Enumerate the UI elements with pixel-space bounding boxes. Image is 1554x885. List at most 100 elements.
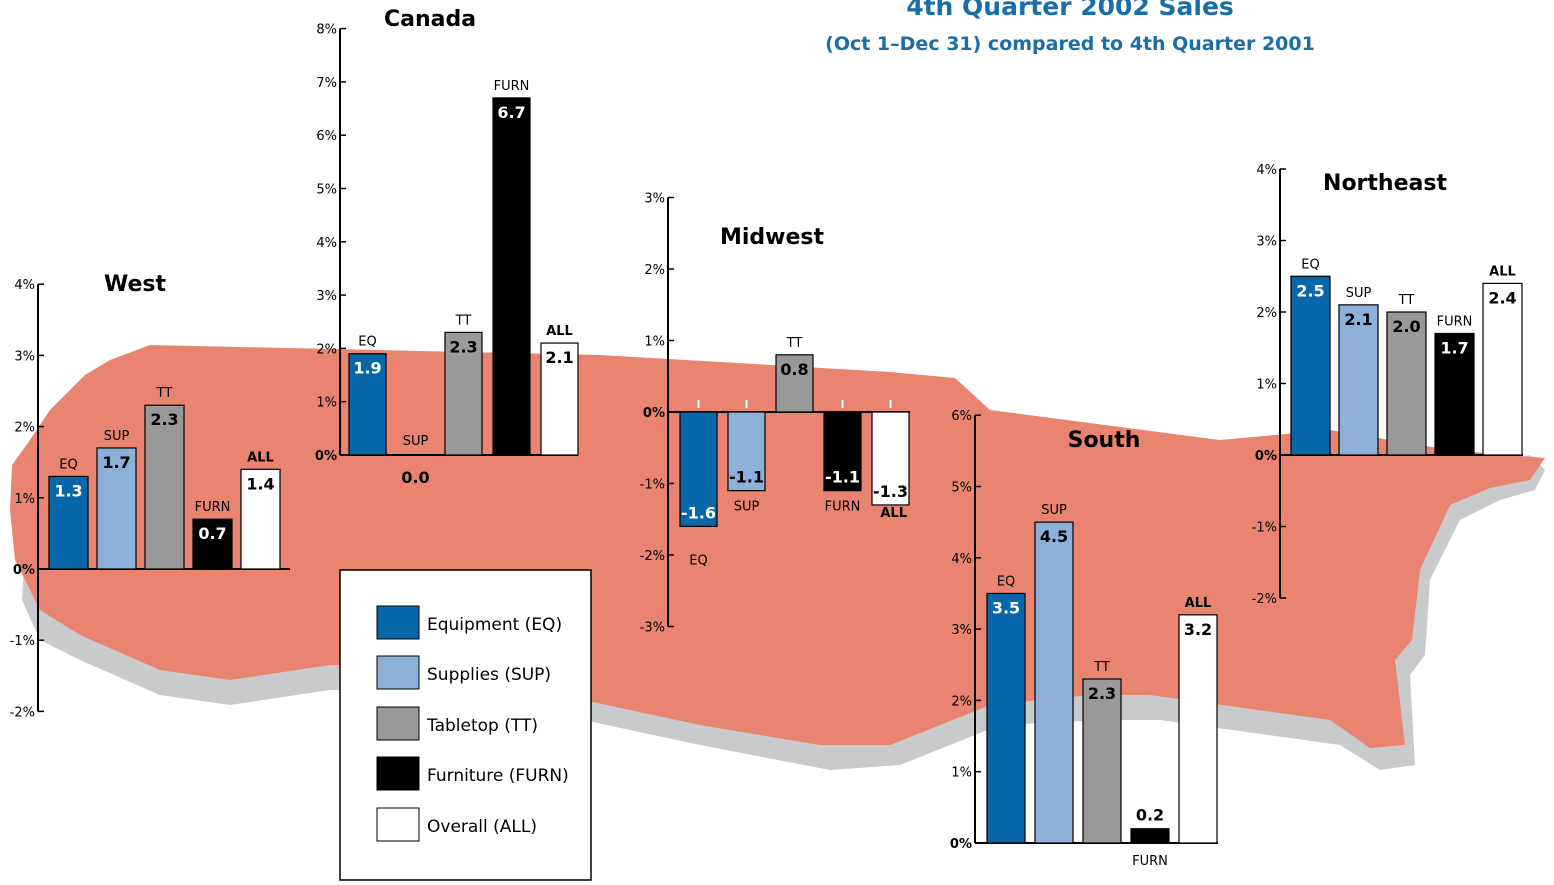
legend-swatch-sup xyxy=(376,655,420,690)
legend-swatch-tt xyxy=(376,706,420,741)
west-bar-all xyxy=(240,468,281,570)
northeast-category-furn: FURN xyxy=(1437,314,1473,329)
northeast-value-tt: 2.0 xyxy=(1392,317,1420,336)
canada-category-all: ALL xyxy=(546,324,573,339)
northeast-y-tick-label: 3% xyxy=(1256,235,1277,250)
canada-bar-all xyxy=(540,342,579,456)
canada-bar-tt xyxy=(444,331,483,456)
northeast-bar-sup xyxy=(1338,304,1379,456)
west-category-tt: TT xyxy=(156,386,173,401)
west-category-all: ALL xyxy=(247,450,274,465)
south-chart-title: South xyxy=(1068,428,1141,453)
northeast-bar-furn xyxy=(1434,332,1475,456)
south-y-tick-label: 0% xyxy=(950,837,972,852)
west-y-tick-label: 2% xyxy=(14,421,35,436)
midwest-category-eq: EQ xyxy=(689,553,707,568)
south-value-eq: 3.5 xyxy=(992,598,1020,617)
midwest-y-tick-label: -1% xyxy=(640,478,665,493)
northeast-y-tick-label: 0% xyxy=(1255,449,1277,464)
canada-chart-title: Canada xyxy=(384,7,476,32)
midwest-chart: Midwest -3% -2% -1% 0% 1% 2% 3% -1.6 EQ -1.1 SUP 0.8… xyxy=(640,192,910,636)
south-y-tick-label: 5% xyxy=(951,481,972,496)
midwest-value-tt: 0.8 xyxy=(780,360,808,379)
northeast-category-eq: EQ xyxy=(1301,257,1319,272)
canada-category-sup: SUP xyxy=(403,434,429,449)
south-bar-eq xyxy=(986,592,1026,844)
south-y-tick-label: 4% xyxy=(951,552,972,567)
midwest-bar-all xyxy=(871,411,910,506)
canada-y-tick-label: 5% xyxy=(316,183,337,198)
legend-swatch-furn xyxy=(376,756,420,791)
canada-value-eq: 1.9 xyxy=(353,359,381,378)
south-category-all: ALL xyxy=(1185,596,1212,611)
northeast-chart: Northeast -2% -1% 0% 1% 2% 3% 4% 2.5 EQ 2.1 SUP 2.0 T… xyxy=(1252,163,1523,607)
northeast-value-sup: 2.1 xyxy=(1344,310,1372,329)
south-bar-sup xyxy=(1034,521,1074,844)
midwest-value-all: -1.3 xyxy=(873,482,908,501)
south-y-tick-label: 2% xyxy=(951,694,972,709)
canada-bar-furn xyxy=(492,97,531,456)
south-bar-furn xyxy=(1130,828,1170,844)
south-y-tick-label: 6% xyxy=(951,409,972,424)
northeast-y-tick-label: -1% xyxy=(1252,521,1277,536)
northeast-y-tick-label: 2% xyxy=(1256,306,1277,321)
midwest-value-sup: -1.1 xyxy=(729,468,764,487)
west-category-eq: EQ xyxy=(59,457,77,472)
midwest-chart-title: Midwest xyxy=(720,225,825,250)
canada-y-tick-label: 8% xyxy=(316,23,337,38)
northeast-value-furn: 1.7 xyxy=(1440,338,1468,357)
midwest-category-furn: FURN xyxy=(825,500,861,515)
midwest-category-all: ALL xyxy=(880,506,907,521)
south-bar-all xyxy=(1178,614,1218,844)
legend-label-eq: Equipment (EQ) xyxy=(427,615,562,635)
northeast-bar-all xyxy=(1482,282,1523,456)
northeast-value-all: 2.4 xyxy=(1488,288,1516,307)
west-category-furn: FURN xyxy=(195,500,231,515)
canada-category-eq: EQ xyxy=(358,335,376,350)
midwest-value-eq: -1.6 xyxy=(681,503,716,522)
canada-value-all: 2.1 xyxy=(545,348,573,367)
legend-label-sup: Supplies (SUP) xyxy=(427,665,551,685)
legend: Equipment (EQ) Supplies (SUP) Tabletop (… xyxy=(339,569,592,881)
west-y-tick-label: 0% xyxy=(13,563,35,578)
canada-y-tick-label: 3% xyxy=(316,289,337,304)
canada-category-furn: FURN xyxy=(494,79,530,94)
midwest-y-tick-label: 2% xyxy=(644,263,665,278)
west-bar-sup xyxy=(96,447,137,570)
canada-chart: Canada 0% 1% 2% 3% 4% 5% 6% 7% 8% 1.9 EQ 0.0 SUP 2.3 TT… xyxy=(315,7,579,487)
south-y-tick-label: 3% xyxy=(951,623,972,638)
west-value-sup: 1.7 xyxy=(102,453,130,472)
canada-y-tick-label: 6% xyxy=(316,129,337,144)
west-chart: West -2% -1% 0% 1% 2% 3% 4% 1.3 EQ 1.7 SUP 2.3 TT 0.7 F… xyxy=(10,272,290,720)
canada-y-tick-label: 4% xyxy=(316,236,337,251)
west-bar-eq xyxy=(48,475,89,570)
west-bar-furn xyxy=(192,518,233,570)
canada-value-tt: 2.3 xyxy=(449,337,477,356)
canada-bar-eq xyxy=(348,353,387,456)
west-y-tick-label: 3% xyxy=(14,349,35,364)
midwest-bar-sup xyxy=(727,411,766,492)
legend-swatch-eq xyxy=(376,605,420,640)
south-y-tick-label: 1% xyxy=(951,766,972,781)
midwest-value-furn: -1.1 xyxy=(825,468,860,487)
south-value-tt: 2.3 xyxy=(1088,684,1116,703)
legend-swatch-all xyxy=(376,807,420,842)
south-value-sup: 4.5 xyxy=(1040,527,1068,546)
south-value-furn: 0.2 xyxy=(1136,806,1164,825)
midwest-bar-furn xyxy=(823,411,862,492)
chart-subtitle: (Oct 1–Dec 31) compared to 4th Quarter 2… xyxy=(825,33,1315,55)
west-category-sup: SUP xyxy=(104,429,130,444)
south-category-tt: TT xyxy=(1093,660,1110,675)
south-category-furn: FURN xyxy=(1132,854,1168,869)
south-category-sup: SUP xyxy=(1041,503,1067,518)
northeast-y-tick-label: 4% xyxy=(1256,163,1277,178)
northeast-bar-eq xyxy=(1290,275,1331,456)
south-bar-tt xyxy=(1082,678,1122,844)
west-bar-tt xyxy=(144,404,185,570)
northeast-chart-title: Northeast xyxy=(1323,171,1447,196)
chart-title: 4th Quarter 2002 Sales xyxy=(906,0,1234,21)
midwest-y-tick-label: 0% xyxy=(643,406,665,421)
west-y-tick-label: 1% xyxy=(14,492,35,507)
canada-value-sup: 0.0 xyxy=(401,468,429,487)
